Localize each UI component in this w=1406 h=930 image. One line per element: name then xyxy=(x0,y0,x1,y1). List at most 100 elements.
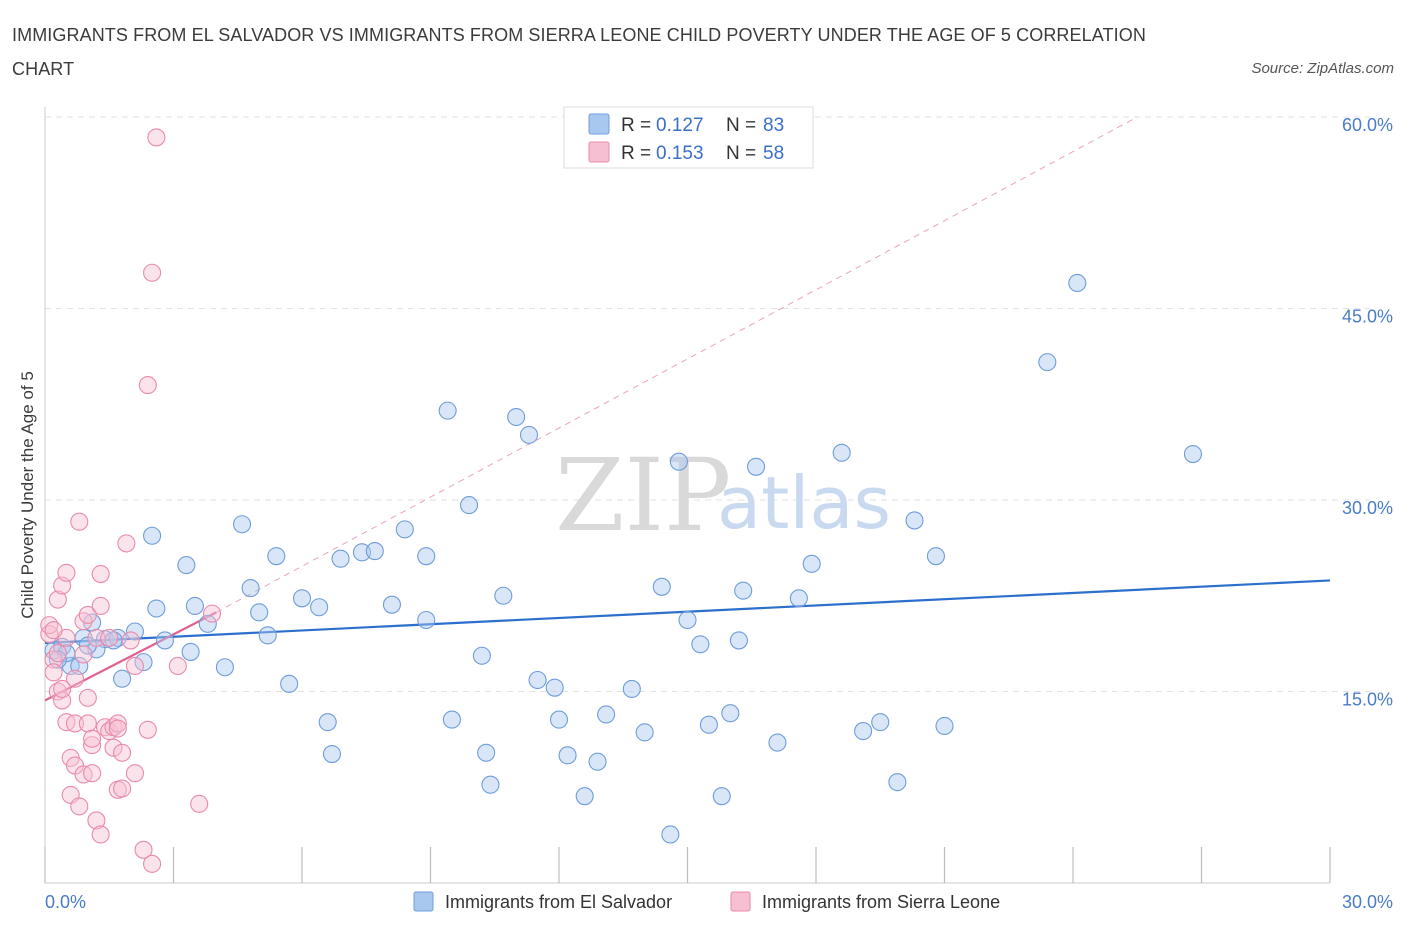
point-sierra-leone-30 xyxy=(91,825,110,844)
trend-line-sierra-leone xyxy=(44,611,217,702)
y-tick-label-2: 45.0% xyxy=(1342,307,1393,327)
point-el-salvador-63 xyxy=(905,511,924,530)
point-el-salvador-65 xyxy=(935,716,954,736)
point-sierra-leone-27 xyxy=(83,764,102,783)
point-el-salvador-64 xyxy=(926,547,945,566)
point-el-salvador-32 xyxy=(481,775,500,794)
point-sierra-leone-54 xyxy=(190,794,209,813)
point-el-salvador-53 xyxy=(729,631,748,650)
point-sierra-leone-21 xyxy=(74,645,93,664)
point-el-salvador-9 xyxy=(185,596,204,616)
watermark-atlas: atlas xyxy=(717,461,891,545)
point-sierra-leone-4 xyxy=(48,644,67,663)
point-el-salvador-37 xyxy=(545,678,564,697)
point-el-salvador-21 xyxy=(352,543,372,562)
point-el-salvador-40 xyxy=(575,787,594,806)
point-el-salvador-66 xyxy=(1038,353,1057,372)
point-sierra-leone-43 xyxy=(117,534,136,553)
legend-r-label-1: R = xyxy=(621,115,651,136)
point-el-salvador-45 xyxy=(652,577,671,596)
point-el-salvador-22 xyxy=(365,542,384,561)
legend-n-label-2: N = xyxy=(726,143,756,164)
point-el-salvador-6 xyxy=(143,526,162,545)
point-el-salvador-25 xyxy=(417,547,436,566)
y-axis-label: Child Poverty Under the Age of 5 xyxy=(18,371,37,619)
point-sierra-leone-46 xyxy=(125,764,144,783)
series-swatch-sierra-leone xyxy=(730,891,751,912)
point-sierra-leone-18 xyxy=(70,512,89,531)
tick-labels: 15.0% 30.0% 45.0% 60.0% 0.0% 30.0% xyxy=(45,115,1393,912)
x-tick-label-1: 30.0% xyxy=(1342,892,1393,912)
y-tick-label-3: 60.0% xyxy=(1342,115,1393,135)
point-el-salvador-81 xyxy=(155,631,174,650)
point-el-salvador-7 xyxy=(147,599,166,618)
y-tick-label-1: 30.0% xyxy=(1342,498,1393,518)
point-el-salvador-57 xyxy=(789,589,808,608)
point-el-salvador-52 xyxy=(721,704,740,723)
data-points xyxy=(40,128,1202,873)
legend-r-label-2: R = xyxy=(621,143,651,164)
point-el-salvador-78 xyxy=(198,614,217,633)
point-el-salvador-47 xyxy=(669,452,688,471)
point-sierra-leone-57 xyxy=(53,679,72,698)
point-sierra-leone-9 xyxy=(57,563,76,582)
axes xyxy=(44,107,1331,884)
point-sierra-leone-24 xyxy=(78,714,97,733)
point-el-salvador-23 xyxy=(382,595,402,614)
series-swatch-el-salvador xyxy=(413,891,434,912)
x-tick-label-0: 0.0% xyxy=(45,892,86,912)
point-sierra-leone-35 xyxy=(100,628,119,647)
point-el-salvador-15 xyxy=(280,674,299,693)
point-sierra-leone-23 xyxy=(78,605,97,624)
point-el-salvador-72 xyxy=(134,653,153,672)
point-el-salvador-14 xyxy=(267,547,286,566)
point-el-salvador-28 xyxy=(442,710,461,729)
point-el-salvador-31 xyxy=(477,743,496,762)
legend-r-value-1: 0.127 xyxy=(656,115,704,136)
point-el-salvador-10 xyxy=(181,642,200,661)
series-legend: Immigrants from El Salvador Immigrants f… xyxy=(413,891,1000,912)
point-sierra-leone-3 xyxy=(44,663,63,682)
point-sierra-leone-17 xyxy=(70,797,89,816)
point-el-salvador-36 xyxy=(528,670,547,690)
point-el-salvador-35 xyxy=(519,425,539,444)
point-el-salvador-17 xyxy=(310,598,329,617)
point-sierra-leone-49 xyxy=(138,720,157,739)
point-sierra-leone-25 xyxy=(83,736,102,755)
grid-lines xyxy=(45,116,1370,692)
point-el-salvador-68 xyxy=(1183,444,1202,464)
point-el-salvador-20 xyxy=(331,549,350,568)
point-sierra-leone-47 xyxy=(134,840,153,859)
point-el-salvador-24 xyxy=(395,520,414,539)
point-sierra-leone-44 xyxy=(121,631,140,650)
point-sierra-leone-29 xyxy=(87,811,106,830)
point-sierra-leone-37 xyxy=(108,714,127,733)
point-el-salvador-12 xyxy=(241,579,260,598)
point-sierra-leone-38 xyxy=(104,738,123,757)
point-el-salvador-41 xyxy=(588,752,607,771)
point-sierra-leone-40 xyxy=(113,779,132,798)
point-sierra-leone-6 xyxy=(48,590,67,609)
point-sierra-leone-42 xyxy=(113,743,132,762)
point-el-salvador-67 xyxy=(1068,273,1087,293)
point-el-salvador-30 xyxy=(472,646,491,665)
legend-n-value-2: 58 xyxy=(763,143,784,164)
source-label: Source: ZipAtlas.com xyxy=(1251,60,1394,77)
point-sierra-leone-15 xyxy=(65,714,85,733)
point-el-salvador-33 xyxy=(494,586,513,605)
chart-title: IMMIGRANTS FROM EL SALVADOR VS IMMIGRANT… xyxy=(12,25,1146,79)
legend-r-value-2: 0.153 xyxy=(656,143,704,164)
watermark-zip: ZIP xyxy=(555,437,731,554)
point-el-salvador-38 xyxy=(549,710,569,729)
point-el-salvador-43 xyxy=(622,679,641,698)
point-el-salvador-79 xyxy=(215,658,234,677)
trend-extension-sierra-leone xyxy=(216,116,1138,613)
point-el-salvador-51 xyxy=(712,787,731,806)
point-el-salvador-39 xyxy=(558,746,577,765)
series-label-el-salvador: Immigrants from El Salvador xyxy=(445,892,672,912)
correlation-legend: R = 0.127 N = 83 R = 0.153 N = 58 xyxy=(563,106,814,169)
point-el-salvador-34 xyxy=(507,407,526,427)
point-el-salvador-55 xyxy=(746,457,766,476)
point-el-salvador-5 xyxy=(113,669,132,688)
point-sierra-leone-56 xyxy=(44,621,63,640)
